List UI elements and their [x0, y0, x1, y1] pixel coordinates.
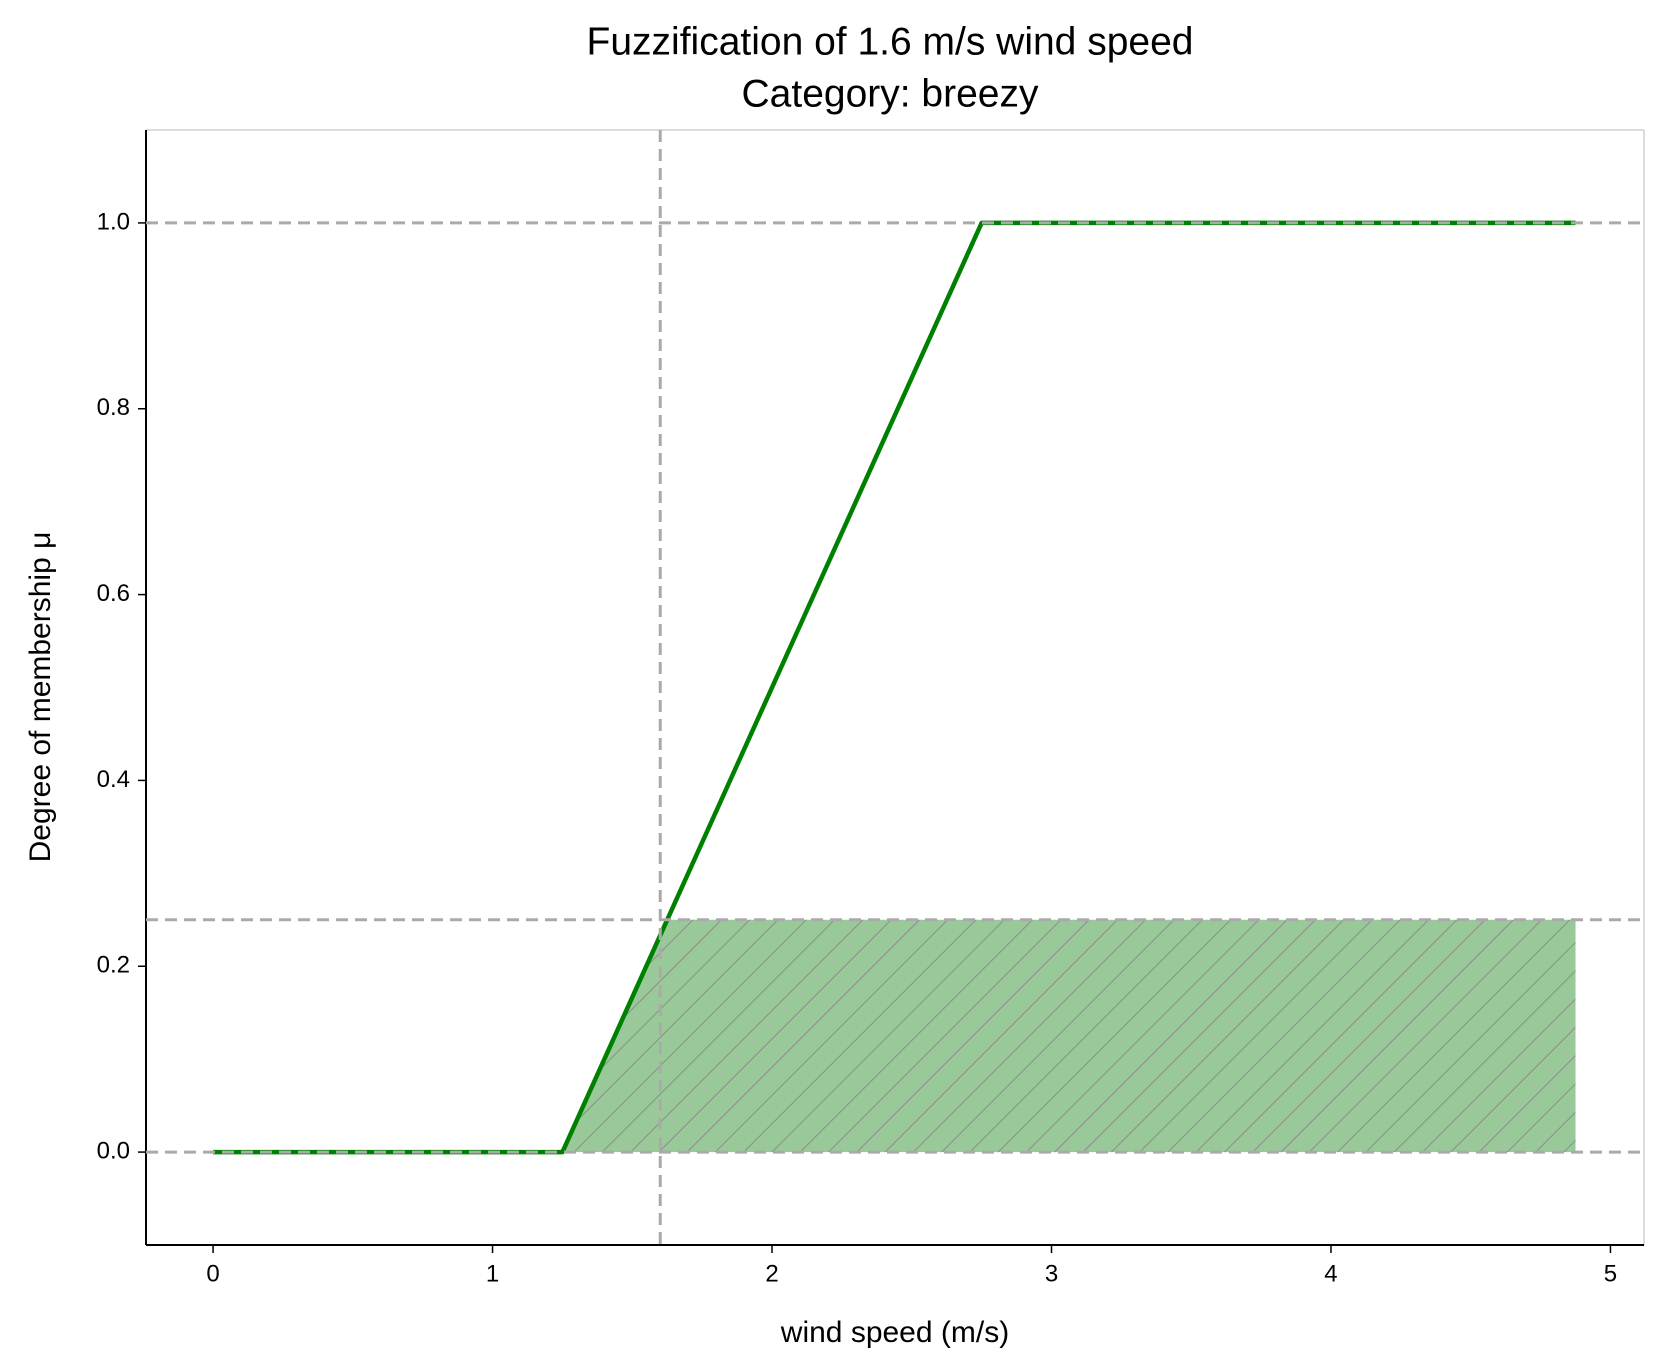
x-tick-label: 3 [1045, 1260, 1058, 1287]
y-axis-label: Degree of membership μ [24, 532, 57, 863]
y-tick-label: 0.8 [97, 394, 130, 421]
y-tick-label: 0.0 [97, 1137, 130, 1164]
y-tick-label: 0.2 [97, 952, 130, 979]
x-axis-label: wind speed (m/s) [780, 1316, 1009, 1349]
y-tick-label: 0.6 [97, 580, 130, 607]
chart-title: Fuzzification of 1.6 m/s wind speed [587, 20, 1194, 63]
x-tick-label: 0 [206, 1260, 219, 1287]
x-tick-label: 2 [765, 1260, 778, 1287]
chart-subtitle: Category: breezy [742, 72, 1039, 115]
x-tick-label: 5 [1604, 1260, 1617, 1287]
y-tick-label: 1.0 [97, 208, 130, 235]
y-tick-label: 0.4 [97, 766, 130, 793]
area-hatch [562, 919, 1576, 1153]
x-tick-label: 1 [486, 1260, 499, 1287]
x-tick-label: 4 [1324, 1260, 1337, 1287]
